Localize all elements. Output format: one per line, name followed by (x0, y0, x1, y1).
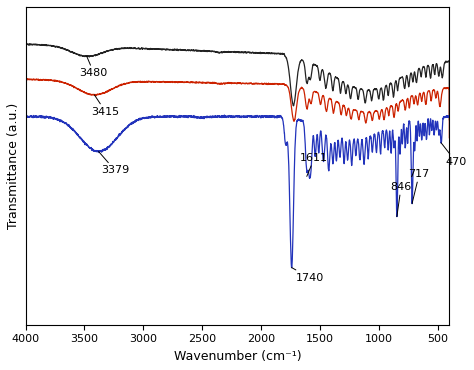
Text: 1740: 1740 (292, 268, 324, 283)
Text: 3379: 3379 (99, 151, 129, 175)
Text: 3415: 3415 (91, 95, 119, 117)
Text: 3480: 3480 (80, 56, 108, 78)
Text: 470: 470 (441, 143, 466, 167)
Text: 846: 846 (391, 182, 411, 216)
Text: 1611: 1611 (301, 153, 328, 176)
Y-axis label: Transmittance (a.u.): Transmittance (a.u.) (7, 103, 20, 229)
X-axis label: Wavenumber (cm⁻¹): Wavenumber (cm⁻¹) (173, 350, 301, 363)
Text: 717: 717 (409, 169, 430, 204)
